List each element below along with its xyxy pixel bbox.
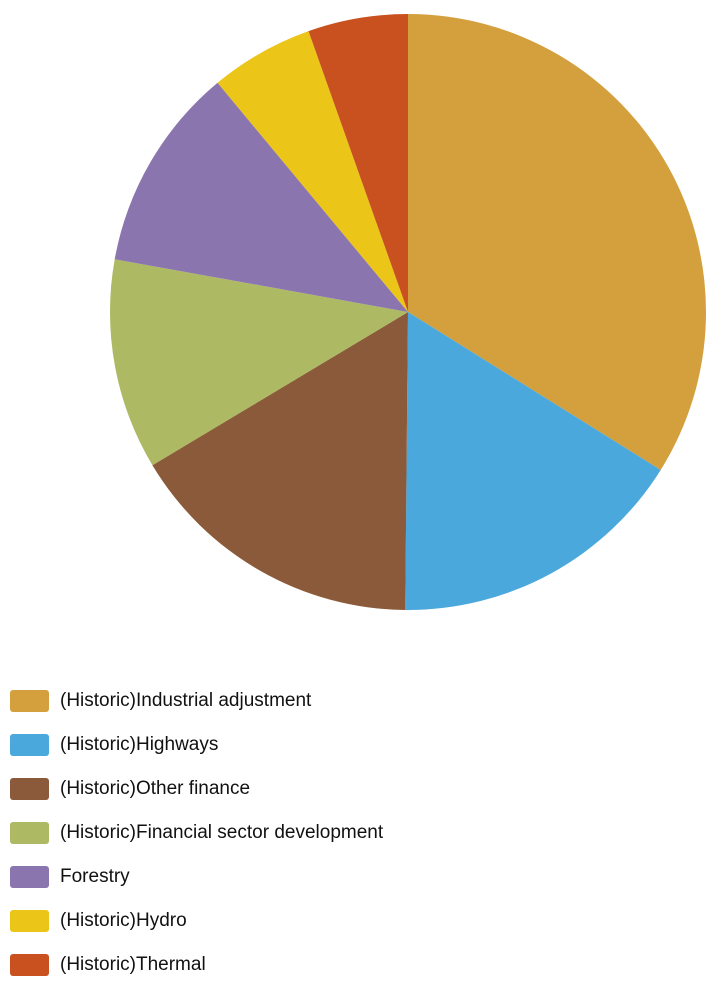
legend-item: (Historic)Thermal [10, 954, 383, 976]
legend-swatch [10, 866, 49, 888]
pie-slice-2 [152, 312, 408, 610]
pie-slice-1 [405, 312, 661, 611]
legend-label: (Historic)Highways [60, 734, 219, 755]
legend-item: (Historic)Industrial adjustment [10, 690, 383, 712]
legend-item: (Historic)Highways [10, 734, 383, 756]
pie-slice-4 [114, 82, 409, 312]
legend-item: Forestry [10, 866, 383, 888]
legend-item: (Historic)Financial sector development [10, 822, 383, 844]
legend-label: (Historic)Industrial adjustment [60, 690, 312, 711]
legend-item: (Historic)Hydro [10, 910, 383, 932]
legend-swatch [10, 690, 49, 712]
legend-item: (Historic)Other finance [10, 778, 383, 800]
legend-label: Forestry [60, 866, 130, 887]
legend-label: (Historic)Other finance [60, 778, 251, 799]
legend-label: (Historic)Financial sector development [60, 822, 384, 843]
pie-slice-3 [110, 259, 408, 466]
chart-legend: (Historic)Industrial adjustment (Historic… [10, 690, 383, 976]
pie-slice-5 [217, 31, 408, 313]
legend-label: (Historic)Hydro [60, 910, 187, 931]
pie-slice-0 [408, 14, 706, 470]
pie-chart [110, 14, 706, 611]
legend-swatch [10, 954, 49, 976]
pie-slice-6 [308, 14, 408, 312]
legend-swatch [10, 778, 49, 800]
legend-swatch [10, 910, 49, 932]
legend-swatch [10, 734, 49, 756]
legend-label: (Historic)Thermal [60, 954, 206, 975]
legend-swatch [10, 822, 49, 844]
